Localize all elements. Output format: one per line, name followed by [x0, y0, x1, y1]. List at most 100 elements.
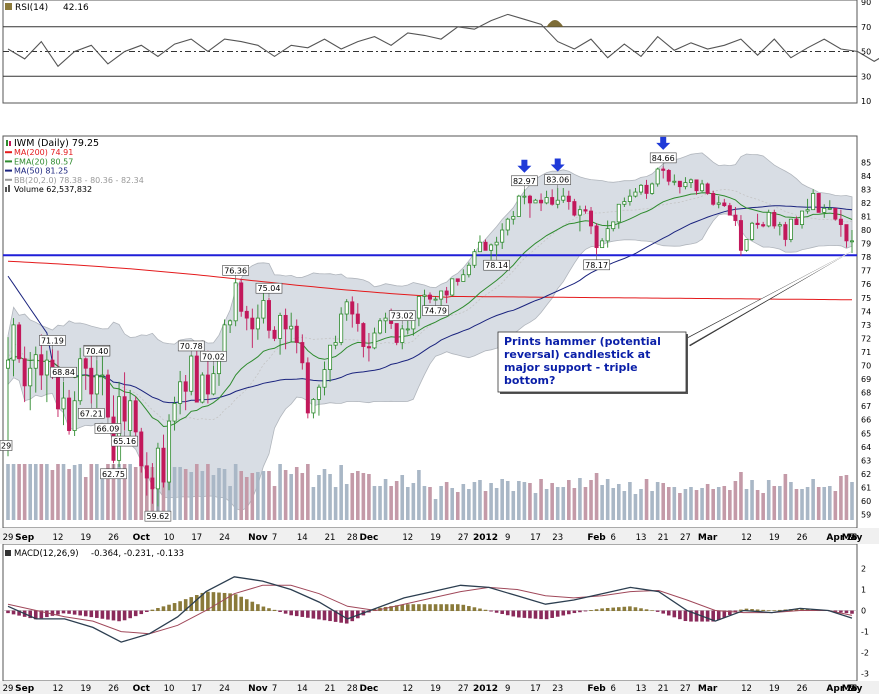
x-axis-label: May: [842, 533, 863, 543]
candle-body: [283, 314, 288, 330]
volume-bar: [428, 487, 432, 520]
volume-bar: [261, 471, 266, 520]
volume-bar: [755, 490, 760, 520]
candlesticks: [6, 166, 855, 507]
volume-bar: [505, 481, 510, 520]
price-tick-label: 79: [861, 240, 871, 249]
x-axis-label-bottom: Feb: [587, 684, 606, 694]
volume-bar: [844, 475, 849, 520]
macd-histogram-bar: [766, 610, 771, 612]
candle: [416, 296, 421, 327]
candle: [577, 205, 582, 232]
candle-body: [261, 300, 266, 319]
candle-body: [233, 282, 238, 322]
candle: [444, 286, 449, 304]
macd-histogram-bar: [39, 610, 44, 619]
macd-histogram-bar: [33, 610, 38, 620]
volume-bar: [589, 480, 593, 520]
candle-body: [661, 168, 666, 171]
volume-bar: [722, 486, 727, 520]
candle: [505, 217, 510, 236]
macd-histogram-bar: [578, 610, 582, 613]
callout-box: [388, 310, 416, 321]
callout-label: 74.79: [424, 307, 447, 316]
candle-body: [822, 207, 827, 213]
x-axis-label: 24: [219, 533, 230, 543]
rsi-tick-label: 50: [861, 48, 871, 57]
macd-histogram-bar: [539, 610, 543, 620]
macd-histogram-bar: [467, 606, 471, 612]
candle: [688, 178, 693, 189]
macd-histogram-bar: [661, 610, 666, 614]
edge-label-box: [0, 440, 13, 451]
volume-bar: [161, 464, 166, 520]
macd-histogram-bar: [850, 610, 854, 614]
macd-histogram-bar: [561, 610, 566, 616]
candle: [344, 299, 349, 321]
x-axis-label: 9: [849, 533, 854, 543]
candle: [155, 442, 160, 507]
volume-bar: [700, 488, 704, 520]
price-tick-label: 61: [861, 483, 871, 492]
volume-bar: [766, 480, 771, 520]
candle: [11, 318, 16, 377]
x-axis-label: 14: [297, 533, 308, 543]
candle: [133, 396, 138, 439]
candle-body: [394, 323, 399, 343]
candle: [172, 396, 177, 431]
volume-bar: [550, 483, 554, 520]
macd-histogram-bar: [800, 608, 804, 612]
macd-tick-label: 0: [861, 607, 866, 616]
volume-bar: [172, 467, 177, 520]
macd-histogram-bar: [683, 610, 688, 622]
macd-histogram-bar: [156, 608, 160, 612]
rsi-overbought-fill: [546, 19, 564, 27]
candle-body: [572, 201, 577, 216]
macd-histogram-bar: [444, 604, 449, 612]
volume-bar: [211, 475, 216, 520]
candle-body: [161, 447, 166, 483]
candle-body: [494, 241, 499, 246]
candle: [755, 213, 760, 229]
macd-histogram-bar: [389, 606, 393, 612]
x-axis-label-bottom: Apr: [826, 684, 844, 694]
price-tick-label: 62: [861, 470, 871, 479]
rsi-tick-label: 90: [861, 0, 871, 7]
macd-histogram-bar: [61, 610, 66, 614]
callout-box: [200, 350, 227, 362]
candle: [378, 318, 383, 335]
candle-body: [289, 325, 294, 330]
price-tick-label: 65: [861, 429, 871, 438]
macd-histogram-bar: [89, 610, 94, 618]
edge-label: 29: [1, 441, 11, 450]
candle-body: [272, 329, 277, 339]
candle: [555, 188, 560, 209]
macd-histogram-bar: [167, 604, 171, 612]
macd-line: [7, 576, 853, 643]
volume-bar: [344, 484, 349, 520]
macd-histogram-bar: [278, 610, 282, 613]
volume-bar: [372, 486, 377, 520]
candle: [139, 427, 144, 473]
x-axis-label: 28: [347, 533, 358, 543]
candle: [827, 200, 832, 210]
price-legend-item: BB(20,2.0) 78.38 - 80.36 - 82.34: [14, 176, 144, 185]
volume-icon: [5, 187, 7, 192]
macd-histogram-bar: [6, 610, 10, 614]
volume-bar: [539, 479, 543, 520]
candle: [322, 361, 327, 396]
price-callout: 59.62: [144, 506, 172, 522]
volume-bar: [217, 468, 221, 520]
candle: [272, 326, 277, 342]
price-callout: 70.02: [200, 350, 227, 366]
candle: [400, 324, 405, 350]
price-tick-label: 72: [861, 334, 871, 343]
candle: [89, 353, 94, 404]
candle: [178, 370, 183, 415]
candle: [544, 190, 549, 205]
volume-bar: [761, 493, 765, 520]
macd-histogram-bar: [333, 610, 338, 622]
volume-bar: [489, 483, 493, 520]
macd-legend-label: MACD(12,26,9): [14, 549, 79, 559]
candle-body: [611, 221, 616, 230]
